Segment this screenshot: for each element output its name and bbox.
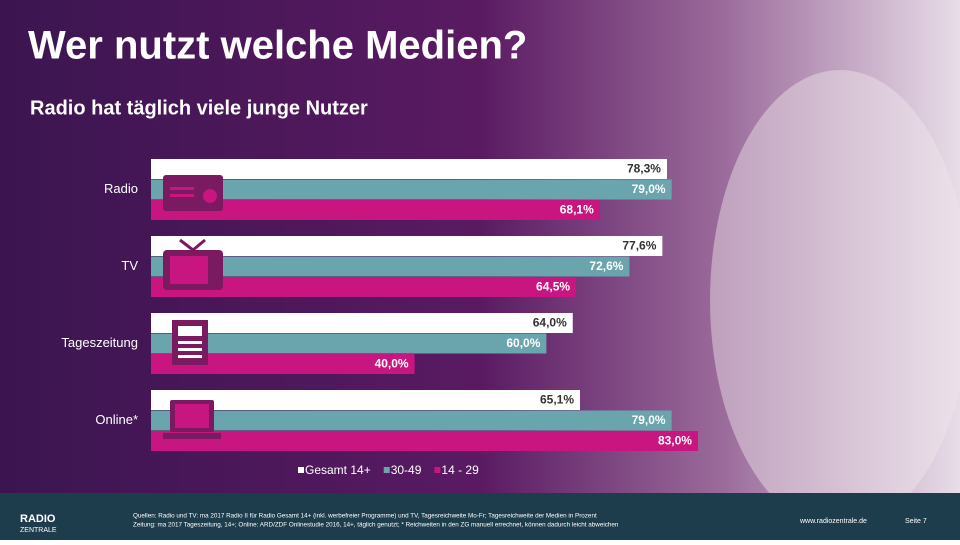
bar bbox=[151, 277, 577, 297]
category-label: Tageszeitung bbox=[61, 335, 138, 350]
value-label: 65,1% bbox=[540, 392, 574, 406]
bar bbox=[151, 236, 663, 256]
bar bbox=[151, 313, 573, 333]
logo-bottom: ZENTRALE bbox=[20, 527, 57, 534]
value-label: 64,0% bbox=[533, 315, 567, 329]
legend-swatch bbox=[434, 467, 441, 473]
value-label: 77,6% bbox=[622, 238, 656, 252]
newspaper-icon bbox=[172, 320, 208, 365]
value-label: 64,5% bbox=[536, 279, 570, 293]
legend-swatch bbox=[383, 467, 390, 473]
plot: Radio 78,3% 79,0% 68,1% TV 77,6% 72,6% 64,5% Tag… bbox=[61, 159, 698, 451]
source-line: Quellen: Radio und TV: ma 2017 Radio II … bbox=[133, 513, 597, 520]
bar bbox=[151, 431, 698, 451]
bar bbox=[151, 179, 672, 200]
value-label: 78,3% bbox=[627, 161, 661, 175]
photo-figure bbox=[710, 70, 960, 530]
value-label: 40,0% bbox=[375, 356, 409, 370]
bar bbox=[151, 333, 547, 354]
subtitle: Radio hat täglich viele junge Nutzer bbox=[30, 97, 368, 119]
source-line: Zeitung: ma 2017 Tageszeitung, 14+; Onli… bbox=[133, 522, 619, 529]
value-label: 79,0% bbox=[632, 413, 666, 427]
bar bbox=[151, 159, 667, 179]
value-label: 72,6% bbox=[589, 259, 623, 273]
page-number: Seite 7 bbox=[905, 518, 927, 525]
title: Wer nutzt welche Medien? bbox=[28, 24, 527, 68]
icons bbox=[163, 175, 223, 439]
category-label: TV bbox=[121, 258, 138, 273]
category-label: Online* bbox=[95, 412, 138, 427]
radio-icon bbox=[163, 175, 223, 211]
tv-icon bbox=[163, 238, 223, 290]
bar bbox=[151, 200, 600, 220]
laptop-icon bbox=[163, 400, 221, 439]
value-label: 60,0% bbox=[506, 336, 540, 350]
bar bbox=[151, 354, 415, 374]
logo-top: RADIO bbox=[20, 513, 56, 525]
bar bbox=[151, 390, 581, 410]
footer-band bbox=[0, 493, 960, 540]
legend-swatch bbox=[298, 467, 304, 473]
legend-label: 14 - 29 bbox=[441, 463, 479, 477]
value-label: 68,1% bbox=[560, 202, 594, 216]
legend-label: Gesamt 14+ bbox=[305, 463, 371, 477]
bar bbox=[151, 410, 672, 431]
value-label: 83,0% bbox=[658, 433, 692, 447]
legend-label: 30-49 bbox=[391, 463, 422, 477]
category-label: Radio bbox=[104, 181, 138, 196]
bar bbox=[151, 256, 630, 277]
legend: Gesamt 14+ 30-49 14 - 29 bbox=[298, 463, 479, 477]
value-label: 79,0% bbox=[632, 182, 666, 196]
url: www.radiozentrale.de bbox=[799, 518, 867, 525]
